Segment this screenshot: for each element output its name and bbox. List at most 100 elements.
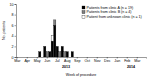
tick: 2	[12, 45, 17, 49]
tick-label: 2	[12, 45, 14, 49]
tick: 4	[12, 34, 17, 38]
bar	[89, 57, 91, 58]
bar	[21, 57, 23, 58]
bar	[104, 57, 106, 58]
tick-label: 6	[12, 24, 14, 28]
bar	[84, 57, 86, 58]
tick-label: May	[34, 59, 41, 63]
x-axis: MarAprMayJunJulAugSepOctNovDecJanFebMar	[14, 57, 146, 63]
bar	[141, 57, 143, 58]
bar	[126, 57, 128, 58]
bar	[79, 57, 81, 58]
tick-mark	[15, 46, 17, 47]
bar	[36, 57, 38, 58]
bar	[94, 57, 96, 58]
tick-label: Mar	[14, 59, 21, 63]
bar	[89, 57, 91, 58]
plot: 0246810MarAprMayJunJulAugSepOctNovDecJan…	[10, 3, 147, 69]
bar	[121, 57, 123, 58]
bar	[56, 46, 58, 57]
bar	[29, 57, 31, 58]
bar	[74, 57, 76, 58]
bar	[141, 57, 143, 58]
bar	[86, 57, 88, 58]
bar	[51, 36, 53, 41]
bar	[121, 57, 123, 58]
bar	[104, 57, 106, 58]
legend: Patients from clinic A (n = 19)Patients …	[82, 6, 142, 19]
bar	[74, 57, 76, 58]
bar	[81, 57, 83, 58]
tick-label: 8	[12, 13, 14, 17]
bar	[49, 51, 51, 52]
bar	[39, 52, 41, 57]
bar	[129, 57, 131, 58]
bar	[134, 57, 136, 58]
tick-label: Oct	[84, 59, 90, 63]
legend-swatch	[82, 15, 85, 18]
tick: Jan	[114, 57, 120, 63]
bar	[124, 57, 126, 58]
bar	[134, 57, 136, 58]
bar	[94, 57, 96, 58]
tick: Dec	[104, 57, 111, 63]
bar	[29, 57, 31, 58]
bar	[136, 57, 138, 58]
bar	[96, 57, 98, 58]
tick: Apr	[24, 57, 30, 63]
bar	[56, 46, 58, 47]
bar	[66, 51, 68, 52]
bar	[61, 46, 63, 47]
tick: 6	[12, 24, 17, 28]
bar	[119, 57, 121, 58]
tick-mark	[15, 36, 17, 37]
bar	[126, 57, 128, 58]
x-axis-title: Week of procedure	[66, 73, 96, 77]
bar	[131, 57, 133, 58]
bar	[84, 57, 86, 58]
bar	[136, 57, 138, 58]
bar	[126, 57, 128, 58]
bar	[106, 57, 108, 58]
bar	[44, 46, 46, 47]
tick-label: 4	[12, 34, 14, 38]
bar	[109, 57, 111, 58]
tick: Mar	[134, 57, 141, 63]
bar	[124, 57, 126, 58]
bar	[79, 57, 81, 58]
bar	[24, 57, 26, 58]
bar	[89, 57, 91, 58]
series	[51, 36, 53, 41]
tick-label: Jul	[55, 59, 60, 63]
bar	[111, 57, 113, 58]
bar	[99, 57, 101, 58]
bar	[91, 57, 93, 58]
bar	[31, 57, 33, 58]
tick-mark	[15, 15, 17, 16]
bar	[61, 46, 63, 47]
bar	[94, 57, 96, 58]
bar	[69, 57, 71, 58]
bar	[136, 57, 138, 58]
bar	[56, 46, 58, 47]
bar	[116, 57, 118, 58]
bar	[131, 57, 133, 58]
y-axis-title: No. patients	[2, 21, 6, 40]
tick: 8	[12, 13, 17, 17]
bar	[21, 57, 23, 58]
tick-label: Jan	[114, 59, 120, 63]
tick: Sep	[74, 57, 80, 63]
bar	[61, 46, 63, 57]
legend-label: Patients from clinic A (n = 19)	[87, 6, 134, 10]
bar	[21, 57, 23, 58]
bar	[99, 57, 101, 58]
bar	[69, 57, 71, 58]
legend-entry: Patients from clinic A (n = 19)	[82, 6, 133, 10]
bar	[54, 25, 56, 57]
bar	[24, 57, 26, 58]
bar	[129, 57, 131, 58]
bar	[109, 57, 111, 58]
bar	[144, 57, 146, 58]
bar	[104, 57, 106, 58]
tick-label: Mar	[134, 59, 141, 63]
